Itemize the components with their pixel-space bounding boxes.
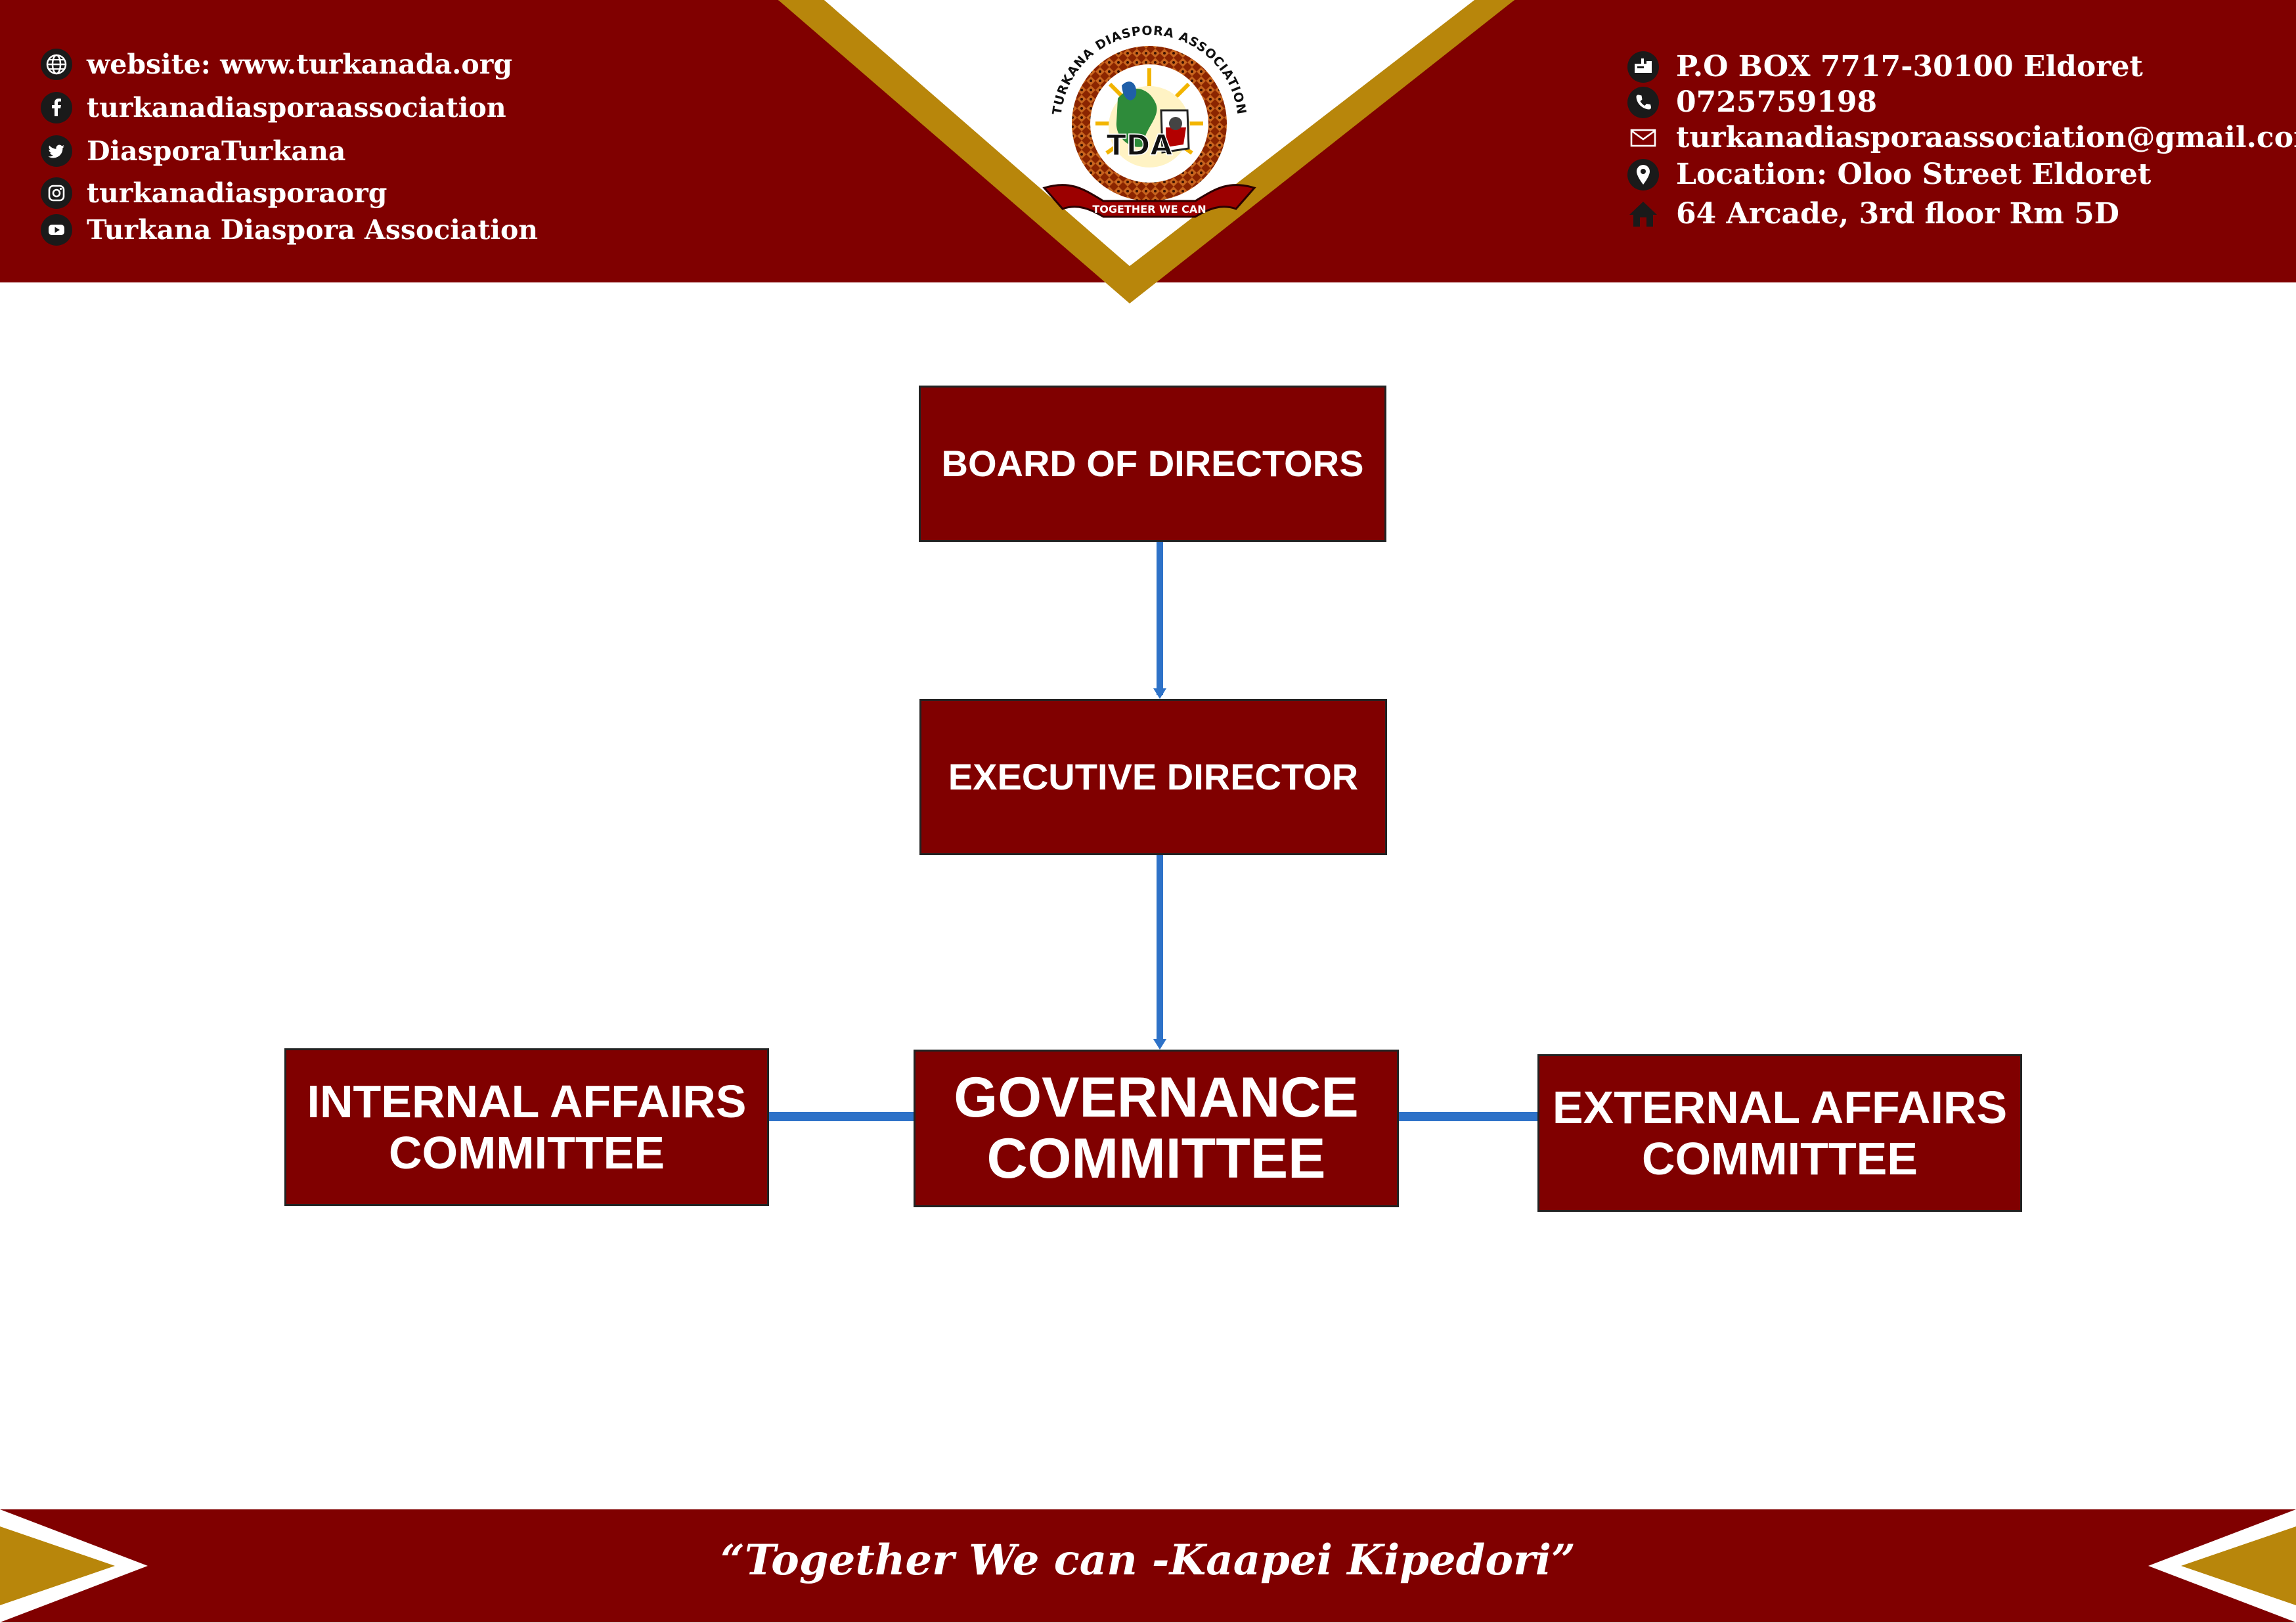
contact-postbox: P.O BOX 7717-30100 Eldoret xyxy=(1627,50,2143,83)
contact-youtube-text: Turkana Diaspora Association xyxy=(87,214,539,246)
postbox-icon xyxy=(1627,51,1659,83)
tda-logo: TDA TURKANA DIASPORA ASSOCIATION TOGETHE… xyxy=(1042,24,1256,219)
contact-email[interactable]: turkanadiasporaassociation@gmail.com xyxy=(1627,121,2296,154)
contact-email-text: turkanadiasporaassociation@gmail.com xyxy=(1676,121,2296,154)
email-icon xyxy=(1627,122,1659,154)
contact-postbox-text: P.O BOX 7717-30100 Eldoret xyxy=(1676,50,2143,83)
location-pin-icon xyxy=(1627,158,1659,190)
contact-website[interactable]: website: www.turkanada.org xyxy=(41,49,512,80)
node-board-of-directors: BOARD OF DIRECTORS xyxy=(919,386,1386,542)
twitter-icon xyxy=(41,135,72,167)
node-governance-label-line1: GOVERNANCE xyxy=(954,1066,1359,1130)
node-external-label-line2: COMMITTEE xyxy=(1642,1133,1918,1184)
contact-instagram-text: turkanadiasporaorg xyxy=(87,177,387,209)
edge-board-to-executive-arrow xyxy=(1153,688,1166,699)
contact-office-text: 64 Arcade, 3rd floor Rm 5D xyxy=(1676,197,2119,231)
contact-facebook-text: turkanadiasporaassociation xyxy=(87,92,506,123)
node-internal-label-line1: INTERNAL AFFAIRS xyxy=(307,1075,747,1127)
contact-phone-text: 0725759198 xyxy=(1676,85,1878,119)
contact-location: Location: Oloo Street Eldoret xyxy=(1627,158,2151,191)
node-internal-label-line2: COMMITTEE xyxy=(389,1127,665,1178)
node-external-affairs-committee: EXTERNAL AFFAIRS COMMITTEE xyxy=(1537,1054,2022,1212)
node-internal-affairs-committee: INTERNAL AFFAIRS COMMITTEE xyxy=(284,1048,769,1206)
contact-facebook[interactable]: turkanadiasporaassociation xyxy=(41,92,506,123)
logo-initials: TDA xyxy=(1107,129,1173,162)
footer-banner xyxy=(0,1509,2296,1622)
logo-ribbon-text: TOGETHER WE CAN xyxy=(1092,203,1206,215)
edge-executive-to-governance-arrow xyxy=(1153,1039,1166,1050)
node-external-label-line1: EXTERNAL AFFAIRS xyxy=(1552,1081,2008,1133)
phone-icon xyxy=(1627,86,1659,118)
youtube-icon xyxy=(41,214,72,246)
node-governance-label-line2: COMMITTEE xyxy=(986,1127,1326,1190)
instagram-icon xyxy=(41,177,72,209)
contact-youtube[interactable]: Turkana Diaspora Association xyxy=(41,214,538,246)
footer-slogan: “Together We can -Kaapei Kipedori” xyxy=(720,1536,1576,1585)
globe-icon xyxy=(41,49,72,80)
contact-phone[interactable]: 0725759198 xyxy=(1627,85,1877,119)
facebook-icon xyxy=(41,92,72,123)
node-board-label: BOARD OF DIRECTORS xyxy=(941,442,1364,484)
contact-office: 64 Arcade, 3rd floor Rm 5D xyxy=(1627,197,2119,231)
home-icon xyxy=(1627,198,1659,230)
contact-instagram[interactable]: turkanadiasporaorg xyxy=(41,177,387,209)
contact-twitter-text: DiasporaTurkana xyxy=(87,135,346,167)
node-executive-director: EXECUTIVE DIRECTOR xyxy=(919,699,1387,855)
contact-location-text: Location: Oloo Street Eldoret xyxy=(1676,158,2152,191)
node-executive-label: EXECUTIVE DIRECTOR xyxy=(948,755,1359,797)
contact-twitter[interactable]: DiasporaTurkana xyxy=(41,135,345,167)
contact-website-text: website: www.turkanada.org xyxy=(87,49,512,80)
node-governance-committee: GOVERNANCE COMMITTEE xyxy=(914,1050,1399,1207)
